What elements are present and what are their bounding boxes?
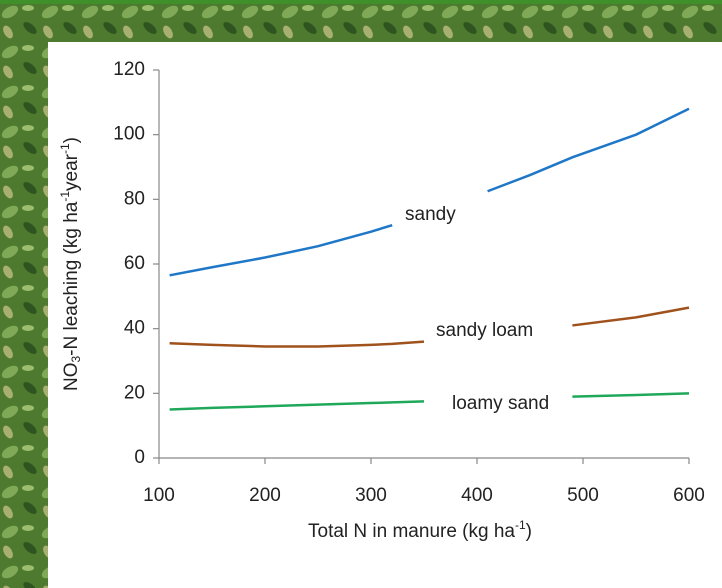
- y-tick-label: 80: [124, 188, 145, 209]
- series-line: [169, 107, 690, 277]
- y-label-part: -N leaching (kg ha: [61, 201, 82, 356]
- chart-panel: [48, 42, 722, 588]
- series-line: [169, 392, 690, 411]
- y-label-part: NO: [61, 363, 82, 392]
- series-label: loamy sand: [452, 393, 549, 414]
- y-label-part: year: [61, 153, 82, 191]
- x-tick-label: 200: [249, 485, 281, 506]
- x-axis-label: Total N in manure (kg ha-1): [308, 518, 532, 542]
- x-tick-label: 300: [355, 485, 387, 506]
- series-label: sandy loam: [436, 320, 533, 341]
- y-tick-label: 60: [124, 253, 145, 274]
- y-axis-label: NO3-N leaching (kg ha-1year-1): [58, 137, 83, 391]
- y-label-part: -1: [58, 191, 72, 202]
- series-line: [169, 306, 690, 348]
- y-tick-label: 120: [113, 59, 145, 80]
- y-label-part: ): [61, 137, 82, 143]
- series-label: sandy: [405, 204, 456, 225]
- x-tick-label: 100: [143, 485, 175, 506]
- y-tick-label: 40: [124, 318, 145, 339]
- x-label-part: -1: [515, 518, 526, 532]
- x-tick-label: 400: [461, 485, 493, 506]
- x-label-part: ): [526, 521, 532, 542]
- y-label-part: -1: [58, 143, 72, 154]
- top-border: [0, 0, 722, 4]
- y-label-part: 3: [69, 356, 83, 363]
- y-tick-label: 0: [134, 447, 145, 468]
- y-tick-label: 100: [113, 124, 145, 145]
- y-tick-label: 20: [124, 382, 145, 403]
- x-tick-label: 600: [673, 485, 705, 506]
- x-label-part: Total N in manure (kg ha: [308, 521, 515, 542]
- x-tick-label: 500: [567, 485, 599, 506]
